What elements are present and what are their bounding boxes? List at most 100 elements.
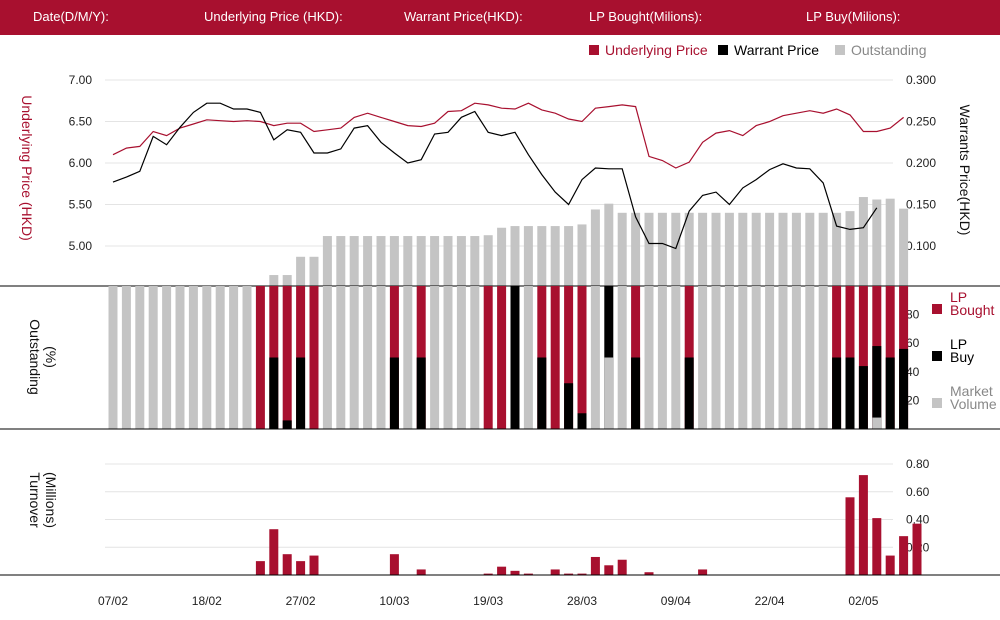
outstanding-bar	[550, 226, 560, 286]
lp-buy-bar	[577, 413, 587, 429]
outstanding-bar	[296, 256, 306, 286]
outstanding-bar	[604, 203, 614, 286]
outstanding-bar	[349, 236, 359, 286]
lp-buy-bar	[296, 357, 306, 429]
outstanding-bar	[577, 224, 587, 286]
volume-bar	[657, 286, 667, 429]
outstanding-bar	[684, 212, 694, 286]
turnover-bar	[510, 570, 520, 575]
volume-bar	[778, 286, 788, 429]
volume-legend-swatch	[932, 304, 942, 314]
left-tick-label: 5.50	[69, 198, 93, 212]
volume-bar	[805, 286, 815, 429]
lp-buy-bar	[389, 357, 399, 429]
right-tick-label: 0.250	[906, 115, 936, 129]
outstanding-bar	[671, 212, 681, 286]
warrant-price-label: Warrant Price(HKD):	[404, 9, 523, 24]
legend-label: Underlying Price	[605, 42, 708, 58]
outstanding-bar	[805, 212, 815, 286]
outstanding-bar	[389, 236, 399, 286]
turnover-bar	[389, 554, 399, 575]
legend-label: Warrant Price	[734, 42, 819, 58]
volume-bar	[483, 286, 493, 429]
volume-bar	[175, 286, 185, 429]
turnover-bar	[483, 573, 493, 575]
turnover-bar	[644, 572, 654, 575]
volume-bar	[188, 286, 198, 429]
volume-bar	[363, 286, 373, 429]
turnover-bar	[269, 529, 279, 575]
legend-label: Outstanding	[851, 42, 927, 58]
outstanding-bar	[738, 212, 748, 286]
x-tick-label: 27/02	[286, 594, 316, 608]
outstanding-bar	[510, 226, 520, 286]
volume-tick-label: 20	[906, 393, 920, 407]
volume-bar	[322, 286, 332, 429]
outstanding-bar	[818, 212, 828, 286]
volume-bar	[671, 286, 681, 429]
volume-bar	[309, 286, 319, 429]
outstanding-bar	[698, 212, 708, 286]
volume-bar	[738, 286, 748, 429]
turnover-bar	[604, 565, 614, 575]
x-tick-label: 02/05	[848, 594, 878, 608]
volume-bar	[523, 286, 533, 429]
outstanding-bar	[657, 212, 667, 286]
volume-bar	[148, 286, 158, 429]
volume-bar	[403, 286, 413, 429]
outstanding-bar	[456, 236, 466, 286]
lp-buy-bar	[510, 286, 520, 429]
outstanding-bar	[470, 236, 480, 286]
volume-bar	[698, 286, 708, 429]
warrant-price-line	[112, 102, 878, 250]
turnover-bar	[282, 554, 292, 575]
turnover-bar	[296, 561, 306, 575]
volume-bar	[617, 286, 627, 429]
lp-bought-label: LP Bought(Milions):	[589, 9, 703, 24]
outstanding-bar	[269, 275, 279, 286]
turnover-bar	[523, 573, 533, 575]
turnover-bar	[885, 555, 895, 575]
volume-legend-label: Market Volume	[950, 383, 997, 412]
volume-bar	[242, 286, 252, 429]
outstanding-bar	[363, 236, 373, 286]
volume-bar	[162, 286, 172, 429]
outstanding-bar	[523, 226, 533, 286]
lp-buy-bar	[899, 348, 909, 429]
volume-bar	[550, 286, 560, 429]
turnover-axis-title: Turnover(Millions)	[27, 472, 59, 528]
x-tick-label: 10/03	[379, 594, 409, 608]
volume-tick-label: 40	[906, 365, 920, 379]
x-tick-label: 19/03	[473, 594, 503, 608]
volume-bar	[497, 286, 507, 429]
volume-legend-label: LP Bought	[950, 289, 994, 318]
outstanding-bar	[483, 235, 493, 286]
outstanding-bar	[322, 236, 332, 286]
outstanding-bar	[537, 226, 547, 286]
outstanding-bar	[711, 212, 721, 286]
left-tick-label: 7.00	[69, 73, 93, 87]
volume-bar	[430, 286, 440, 429]
lp-buy-bar	[537, 357, 547, 429]
right-tick-label: 0.300	[906, 73, 936, 87]
outstanding-bar	[858, 197, 868, 286]
x-tick-label: 09/04	[661, 594, 691, 608]
outstanding-bar	[872, 199, 882, 286]
outstanding-bar	[416, 236, 426, 286]
turnover-bar	[698, 569, 708, 575]
volume-bar	[215, 286, 225, 429]
left-tick-label: 5.00	[69, 239, 93, 253]
turnover-tick-label: 0.60	[906, 485, 930, 499]
outstanding-bar	[443, 236, 453, 286]
turnover-bar	[309, 555, 319, 575]
volume-bar	[135, 286, 145, 429]
outstanding-bar	[778, 212, 788, 286]
volume-bar	[121, 286, 131, 429]
volume-bar	[255, 286, 265, 429]
volume-bar	[202, 286, 212, 429]
volume-bar	[724, 286, 734, 429]
lp-buy-bar	[872, 346, 882, 429]
volume-tick-label: 60	[906, 336, 920, 350]
lp-buy-bar	[564, 383, 574, 429]
turnover-bar	[497, 566, 507, 575]
